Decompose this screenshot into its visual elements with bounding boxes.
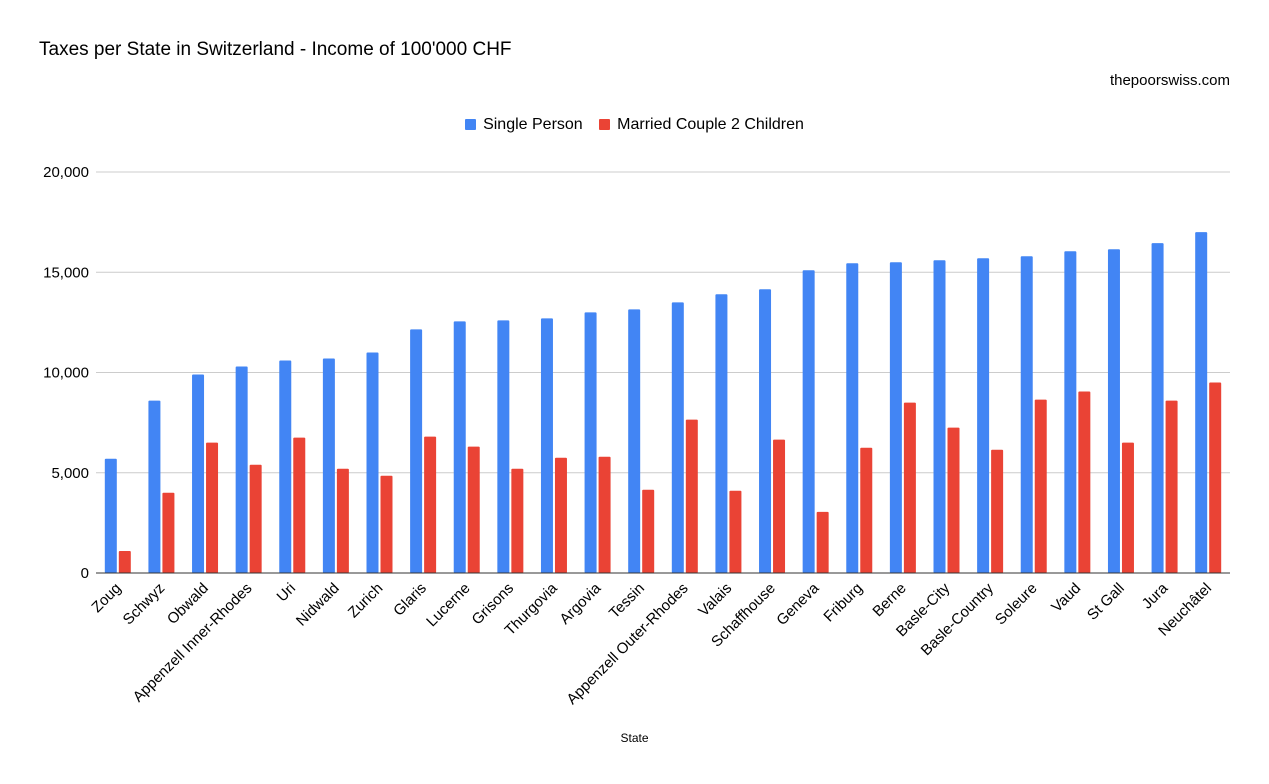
legend-label-married: Married Couple 2 Children bbox=[617, 116, 804, 133]
x-tick-label: Berne bbox=[869, 580, 909, 620]
bar-married-couple[interactable] bbox=[685, 419, 698, 573]
x-tick-label: Zoug bbox=[88, 580, 124, 616]
bar-single-person[interactable] bbox=[235, 366, 248, 573]
bar-married-couple[interactable] bbox=[860, 447, 873, 573]
source-note: thepoorswiss.com bbox=[1109, 72, 1230, 89]
y-tick-label: 20,000 bbox=[43, 164, 89, 181]
bar-single-person[interactable] bbox=[671, 302, 684, 573]
bar-married-couple[interactable] bbox=[1034, 399, 1047, 573]
bar-married-couple[interactable] bbox=[642, 489, 655, 573]
bar-single-person[interactable] bbox=[802, 270, 815, 573]
bar-single-person[interactable] bbox=[104, 458, 117, 573]
bar-married-couple[interactable] bbox=[424, 436, 437, 573]
chart-title: Taxes per State in Switzerland - Income … bbox=[39, 39, 512, 60]
x-tick-label: Jura bbox=[1139, 579, 1172, 612]
bar-single-person[interactable] bbox=[1020, 256, 1033, 573]
x-tick-label: Uri bbox=[274, 580, 300, 606]
x-tick-label: Tessin bbox=[606, 580, 648, 622]
bar-single-person[interactable] bbox=[715, 294, 728, 573]
bar-single-person[interactable] bbox=[889, 262, 902, 573]
bar-married-couple[interactable] bbox=[1121, 442, 1134, 573]
x-axis-title: State bbox=[620, 731, 649, 745]
bar-married-couple[interactable] bbox=[467, 446, 480, 573]
bar-single-person[interactable] bbox=[1195, 232, 1208, 573]
legend: Single Person Married Couple 2 Children bbox=[0, 116, 1269, 134]
bar-single-person[interactable] bbox=[933, 260, 946, 573]
bar-single-person[interactable] bbox=[497, 320, 510, 573]
bar-single-person[interactable] bbox=[759, 289, 772, 573]
bar-married-couple[interactable] bbox=[1078, 391, 1091, 573]
bar-married-couple[interactable] bbox=[773, 439, 786, 573]
y-tick-label: 15,000 bbox=[43, 264, 89, 281]
bar-single-person[interactable] bbox=[366, 352, 379, 573]
x-tick-label: St Gall bbox=[1084, 580, 1128, 624]
bar-single-person[interactable] bbox=[977, 258, 990, 573]
bar-single-person[interactable] bbox=[846, 263, 859, 573]
bar-single-person[interactable] bbox=[584, 312, 597, 573]
bar-single-person[interactable] bbox=[1064, 251, 1077, 573]
y-tick-label: 0 bbox=[81, 565, 89, 582]
bar-married-couple[interactable] bbox=[903, 402, 916, 573]
bar-married-couple[interactable] bbox=[947, 427, 960, 573]
bar-married-couple[interactable] bbox=[249, 464, 262, 573]
legend-item-married[interactable]: Married Couple 2 Children bbox=[599, 116, 804, 134]
bar-married-couple[interactable] bbox=[511, 468, 524, 573]
bar-single-person[interactable] bbox=[1151, 243, 1164, 574]
bar-single-person[interactable] bbox=[1107, 249, 1120, 573]
bar-married-couple[interactable] bbox=[816, 511, 829, 573]
x-tick-label: Glaris bbox=[390, 580, 430, 620]
x-tick-label: Nidwald bbox=[293, 580, 343, 630]
bar-married-couple[interactable] bbox=[554, 457, 567, 573]
y-tick-label: 5,000 bbox=[51, 465, 89, 482]
legend-item-single[interactable]: Single Person bbox=[465, 116, 583, 134]
bar-single-person[interactable] bbox=[322, 358, 335, 573]
bar-married-couple[interactable] bbox=[206, 442, 219, 573]
x-tick-label: Vaud bbox=[1048, 580, 1084, 616]
x-tick-label: Soleure bbox=[992, 580, 1041, 629]
legend-swatch-married bbox=[599, 119, 611, 130]
legend-label-single: Single Person bbox=[483, 116, 583, 133]
x-tick-label: Friburg bbox=[820, 580, 866, 626]
bar-single-person[interactable] bbox=[279, 360, 292, 573]
x-tick-label: Valais bbox=[695, 580, 735, 620]
bar-single-person[interactable] bbox=[540, 318, 553, 573]
bar-married-couple[interactable] bbox=[336, 468, 349, 573]
bar-single-person[interactable] bbox=[410, 329, 423, 573]
bar-married-couple[interactable] bbox=[380, 475, 393, 573]
y-tick-label: 10,000 bbox=[43, 365, 89, 382]
bar-single-person[interactable] bbox=[148, 400, 161, 573]
bar-married-couple[interactable] bbox=[991, 449, 1004, 573]
bar-married-couple[interactable] bbox=[598, 456, 611, 573]
bar-married-couple[interactable] bbox=[1165, 400, 1178, 573]
bar-single-person[interactable] bbox=[192, 374, 205, 573]
x-tick-label: Argovia bbox=[556, 579, 604, 627]
bar-married-couple[interactable] bbox=[293, 437, 306, 573]
bar-married-couple[interactable] bbox=[729, 490, 742, 573]
bar-married-couple[interactable] bbox=[162, 492, 175, 573]
x-tick-label: Geneva bbox=[773, 579, 823, 629]
bar-single-person[interactable] bbox=[628, 309, 641, 573]
x-tick-label: Zurich bbox=[345, 580, 386, 621]
bar-single-person[interactable] bbox=[453, 321, 466, 573]
legend-swatch-single bbox=[465, 119, 477, 130]
x-tick-label: Lucerne bbox=[423, 580, 473, 630]
bar-married-couple[interactable] bbox=[1209, 382, 1222, 573]
bar-married-couple[interactable] bbox=[118, 550, 131, 573]
x-tick-label: Schwyz bbox=[120, 580, 169, 629]
